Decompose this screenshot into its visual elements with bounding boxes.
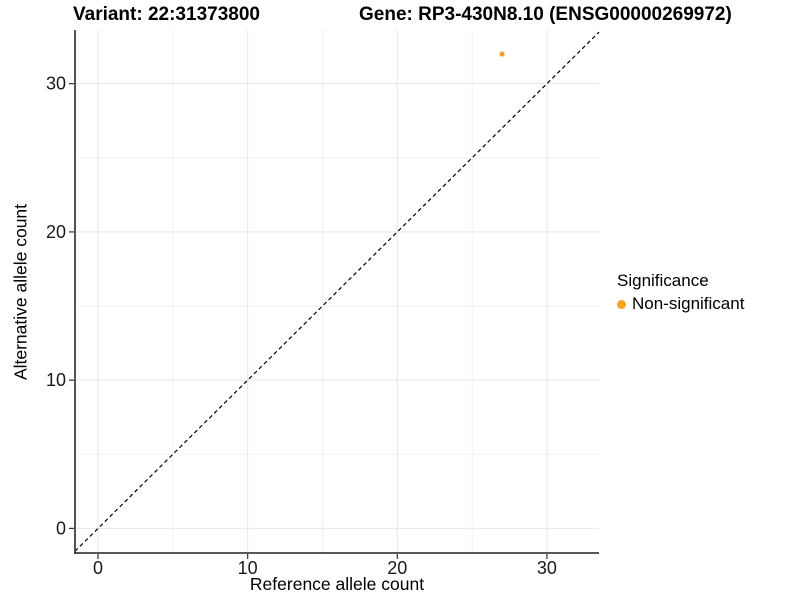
data-point: [499, 51, 505, 57]
y-tick-label: 10: [46, 370, 66, 390]
x-tick-label: 10: [238, 558, 258, 578]
legend-item-label: Non-significant: [632, 294, 745, 313]
x-axis-title: Reference allele count: [249, 574, 425, 594]
legend: Significance Non-significant: [617, 271, 744, 314]
plot-title-variant: Variant: 22:31373800: [73, 4, 260, 25]
plot-title-gene: Gene: RP3-430N8.10 (ENSG00000269972): [359, 4, 732, 25]
x-tick-label: 30: [537, 558, 557, 578]
legend-title: Significance: [617, 271, 709, 290]
y-tick-label: 20: [46, 222, 66, 242]
legend-item-non-significant: Non-significant: [617, 294, 744, 314]
y-tick-label: 0: [56, 518, 66, 538]
y-tick-label: 30: [46, 74, 66, 94]
legend-point-icon: [617, 299, 626, 309]
x-tick-label: 0: [93, 558, 103, 578]
y-axis-title: Alternative allele count: [10, 203, 31, 381]
identity-line: [74, 31, 600, 552]
x-tick-label: 20: [387, 558, 407, 578]
